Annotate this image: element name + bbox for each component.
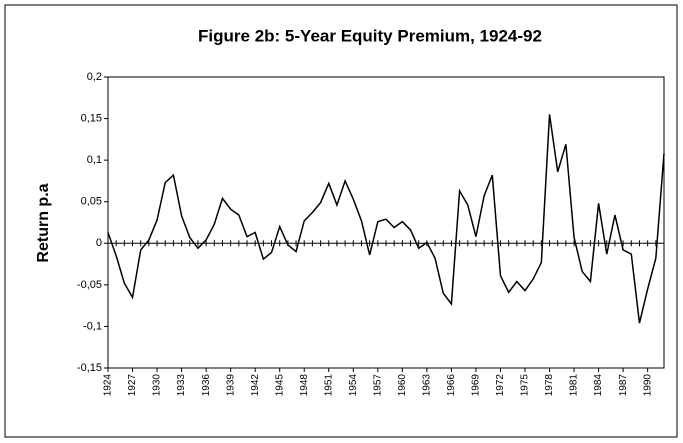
y-tick-label: -0,15 [77,362,102,374]
chart-title: Figure 2b: 5-Year Equity Premium, 1924-9… [198,26,542,45]
x-tick-label: 1957 [372,374,383,397]
x-tick-label: 1969 [471,374,482,397]
plot-area [107,76,665,369]
x-tick-label: 1954 [348,374,359,397]
x-tick-label: 1948 [299,374,310,397]
x-tick-label: 1966 [446,374,457,397]
x-tick-label: 1951 [323,374,334,397]
y-tick-label: -0,05 [77,279,102,291]
x-tick-label: 1972 [495,374,506,397]
x-tick-label: 1960 [397,374,408,397]
x-tick-label: 1927 [127,374,138,397]
x-tick-label: 1987 [618,374,629,397]
x-tick-label: 1984 [593,374,604,397]
x-tick-label: 1945 [274,374,285,397]
x-tick-label: 1936 [201,374,212,397]
y-tick-label: 0,1 [87,154,102,166]
y-tick-label: 0 [96,237,102,249]
x-tick-label: 1942 [250,374,261,397]
x-tick-label: 1939 [225,374,236,397]
x-tick-label: 1963 [422,374,433,397]
x-tick-label: 1981 [569,374,580,397]
y-tick-label: 0,05 [81,196,102,208]
y-tick-label: 0,15 [81,112,102,124]
x-tick-label: 1933 [176,374,187,397]
x-tick-label: 1975 [520,374,531,397]
y-tick-label: -0,1 [83,320,102,332]
chart-border [4,4,678,438]
x-tick-label: 1990 [642,374,653,397]
y-tick-label: 0,2 [87,71,102,83]
x-tick-label: 1924 [103,374,114,397]
data-line [107,114,665,324]
x-tick-label: 1930 [152,374,163,397]
x-tick-label: 1978 [544,374,555,397]
y-axis-label: Return p.a [35,183,52,262]
